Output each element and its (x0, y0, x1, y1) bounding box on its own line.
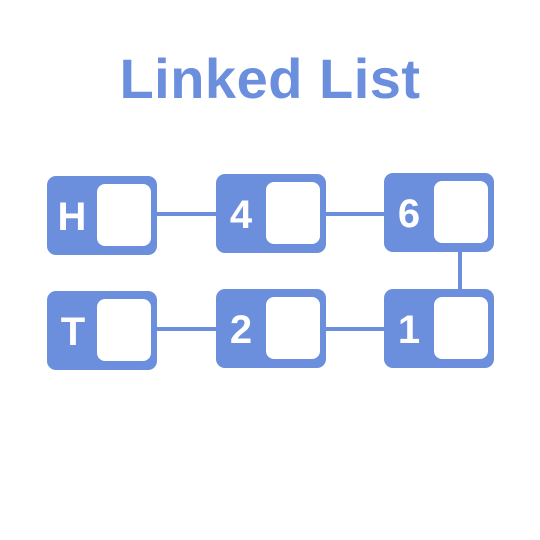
node-tail: T (47, 291, 157, 370)
node-2: 2 (216, 289, 326, 368)
node-1: 1 (384, 289, 494, 368)
node-head: H (47, 176, 157, 255)
pointer-box (266, 297, 320, 359)
node-label: H (58, 195, 87, 239)
pointer-box (434, 297, 488, 359)
pointer-box (97, 184, 151, 246)
diagram-title: Linked List (119, 47, 421, 110)
pointer-box (434, 181, 488, 243)
node-label: 4 (230, 193, 253, 237)
node-label: T (61, 310, 85, 354)
node-6: 6 (384, 173, 494, 252)
connectors (150, 212, 462, 331)
node-label: 2 (230, 308, 252, 352)
node-label: 6 (398, 192, 420, 236)
node-label: 1 (398, 308, 420, 352)
pointer-box (97, 299, 151, 361)
pointer-box (266, 182, 320, 244)
node-4: 4 (216, 174, 326, 253)
